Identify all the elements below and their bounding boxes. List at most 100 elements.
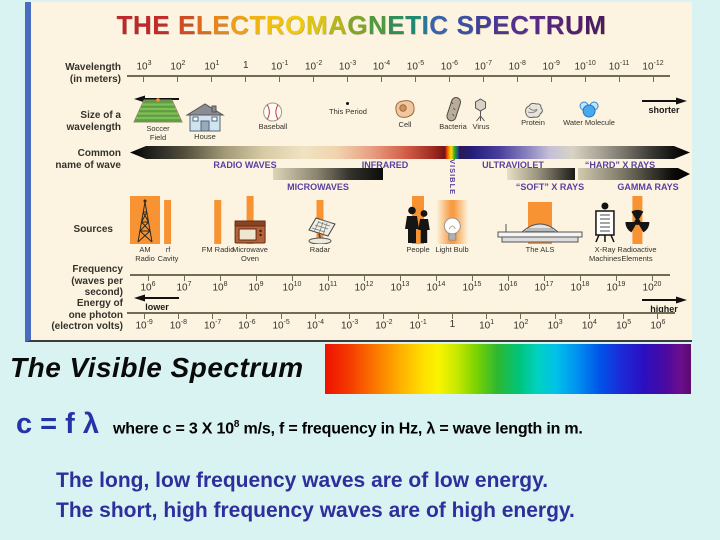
source-label: Microwave Oven xyxy=(232,245,268,263)
tick-label: 10-2 xyxy=(375,319,393,332)
tick-mark xyxy=(202,276,238,281)
radioactive-trefoil-icon xyxy=(624,209,649,233)
tick-label: 108 xyxy=(212,281,228,294)
source-the-als: The ALS xyxy=(496,196,584,255)
bacteria-icon xyxy=(446,97,461,122)
tick-label: 10-6 xyxy=(440,60,459,73)
tick-label: 1 xyxy=(449,319,456,330)
energy-tick-marks xyxy=(127,314,675,319)
x-ray-machine-icon xyxy=(595,202,615,243)
size-item-label: Water Molecule xyxy=(563,118,615,127)
tick-mark xyxy=(365,77,399,82)
tick-label: 10-12 xyxy=(642,60,664,73)
tick-label: 10-8 xyxy=(169,319,188,332)
radio-waves-label: RADIO WAVES xyxy=(213,160,277,170)
tick-mark xyxy=(634,276,670,281)
radio-tower-icon xyxy=(137,199,153,243)
house-icon xyxy=(185,103,225,132)
lower-hint: lower xyxy=(131,294,183,312)
frequency-tick-labels: 106 107 108 109 1010 1011 1012 1013 1014 1015 1016… xyxy=(130,281,670,295)
tick-mark xyxy=(161,77,195,82)
people-icon xyxy=(405,206,430,243)
baseball-icon xyxy=(263,102,283,122)
source-radar: Radar xyxy=(302,196,338,255)
tick-mark xyxy=(607,314,641,319)
tick-mark xyxy=(418,276,454,281)
sources-row-label: Sources xyxy=(73,224,113,235)
higher-label: higher xyxy=(650,304,678,314)
size-item-this-period: This Period xyxy=(329,102,367,117)
tick-mark xyxy=(263,77,297,82)
source-label: Radar xyxy=(309,245,331,254)
energy-scale: 10-9 10-8 10-7 10-6 10-5 10-4 10-3 10-2 10-1 1 101… xyxy=(127,311,675,333)
tick-label: 1011 xyxy=(318,281,338,294)
tick-mark xyxy=(470,314,504,319)
left-arrow-icon xyxy=(134,95,179,103)
tick-mark xyxy=(130,276,166,281)
tick-mark xyxy=(454,276,490,281)
tick-label: 1013 xyxy=(390,281,410,294)
tick-mark xyxy=(636,77,670,82)
tick-label: 107 xyxy=(176,281,192,294)
tick-label: 10-8 xyxy=(508,60,526,73)
soft-x-rays-label: “SOFT” X RAYS xyxy=(515,182,585,192)
tick-mark xyxy=(333,314,367,319)
tick-label: 106 xyxy=(650,319,666,332)
tick-label: 10-4 xyxy=(372,60,391,73)
cell-icon xyxy=(395,100,415,118)
frequency-axis-line xyxy=(130,274,670,276)
tick-mark xyxy=(230,314,264,319)
source-rf-cavity: rf Cavity xyxy=(158,196,178,263)
tick-mark xyxy=(195,77,229,82)
tick-label: 1012 xyxy=(354,281,374,294)
tick-label: 10-5 xyxy=(272,319,290,332)
tick-mark xyxy=(274,276,310,281)
ultraviolet-label: ULTRAVIOLET xyxy=(482,160,544,170)
higher-hint: higher xyxy=(637,296,691,314)
als-building-icon xyxy=(497,223,583,243)
tick-label: 106 xyxy=(140,281,156,294)
notes: The long, low frequency waves are of low… xyxy=(56,466,575,526)
wavelength-tick-marks xyxy=(127,77,670,82)
source-label: The ALS xyxy=(525,245,555,254)
size-item-label: Virus xyxy=(472,122,490,131)
tick-mark xyxy=(504,314,538,319)
wavelength-scale: 103 102 101 1 10-1 10-2 10-3 10-4 10-5 10-6 10-7 10… xyxy=(127,60,670,82)
tick-mark xyxy=(466,77,500,82)
formula-row: c = f λ where c = 3 X 108 m/s, f = frequ… xyxy=(16,408,583,441)
source-label: X-Ray Machines xyxy=(588,245,622,263)
protein-icon xyxy=(524,102,543,118)
size-item-cell: Cell xyxy=(393,98,417,130)
size-item-protein: Protein xyxy=(521,100,545,128)
diagram-title: THE ELECTROMAGNETIC SPECTRUM xyxy=(116,10,607,40)
tick-mark xyxy=(435,314,469,319)
tick-label: 1016 xyxy=(498,281,518,294)
tick-mark xyxy=(538,314,572,319)
visible-spectrum-heading: The Visible Spectrum xyxy=(10,352,304,383)
tick-mark xyxy=(399,77,433,82)
tick-label: 1018 xyxy=(570,281,590,294)
tick-label: 10-10 xyxy=(574,60,596,73)
tick-mark xyxy=(602,77,636,82)
tick-mark xyxy=(346,276,382,281)
tick-label: 10-1 xyxy=(271,60,289,73)
soccer-field-icon xyxy=(133,98,183,123)
tick-mark xyxy=(534,77,568,82)
tick-label: 10-9 xyxy=(135,319,153,332)
gamma-rays-bar xyxy=(578,168,690,180)
size-item-label: Protein xyxy=(521,118,545,127)
tick-mark xyxy=(161,314,195,319)
radar-dish-icon xyxy=(308,217,336,244)
tick-mark xyxy=(127,314,161,319)
right-arrow-icon xyxy=(642,97,687,105)
orange-band xyxy=(214,200,222,244)
size-item-water-molecule: Water Molecule xyxy=(563,100,615,128)
tick-mark xyxy=(500,77,534,82)
left-arrow-icon xyxy=(134,294,179,302)
water-molecule-icon xyxy=(579,101,599,118)
shorter-hint: shorter xyxy=(637,97,691,115)
tick-mark xyxy=(401,314,435,319)
wavelength-row-label: Wavelength (in meters) xyxy=(65,62,121,85)
tick-label: 10-3 xyxy=(338,60,357,73)
